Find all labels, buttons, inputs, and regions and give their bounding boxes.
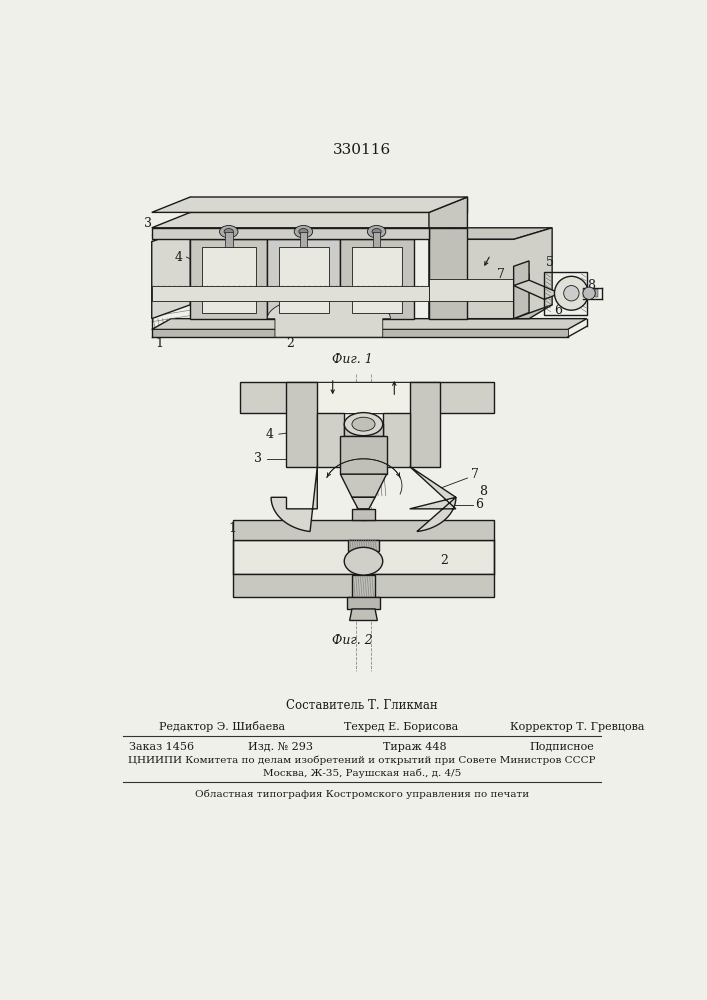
Bar	[586, 289, 588, 297]
Ellipse shape	[299, 229, 308, 235]
Text: 2: 2	[286, 337, 294, 350]
Text: 6: 6	[554, 304, 562, 317]
Bar	[225, 232, 233, 247]
Polygon shape	[267, 239, 340, 319]
Bar	[595, 289, 597, 297]
Ellipse shape	[224, 229, 233, 235]
Bar	[592, 289, 595, 297]
Ellipse shape	[368, 225, 386, 238]
Polygon shape	[152, 212, 467, 228]
Polygon shape	[352, 247, 402, 312]
Ellipse shape	[352, 417, 375, 431]
Polygon shape	[429, 228, 552, 319]
Ellipse shape	[294, 225, 312, 238]
Text: 1: 1	[228, 522, 237, 535]
Polygon shape	[346, 597, 380, 609]
Text: 5: 5	[546, 256, 554, 269]
Polygon shape	[152, 319, 587, 329]
Text: Заказ 1456: Заказ 1456	[129, 742, 194, 752]
Text: 4: 4	[175, 251, 182, 264]
Polygon shape	[152, 197, 467, 212]
Polygon shape	[340, 436, 387, 474]
Text: 6: 6	[475, 498, 483, 512]
Bar	[583, 289, 585, 297]
Polygon shape	[286, 382, 317, 466]
Text: Фиг. 2: Фиг. 2	[332, 634, 373, 647]
Polygon shape	[429, 197, 467, 228]
Text: 3: 3	[254, 452, 262, 465]
Polygon shape	[152, 329, 568, 337]
Polygon shape	[201, 247, 256, 312]
Polygon shape	[352, 497, 375, 509]
Text: Фиг. 1: Фиг. 1	[332, 353, 373, 366]
Bar	[300, 232, 308, 247]
Polygon shape	[340, 474, 387, 497]
Text: 8: 8	[588, 279, 595, 292]
Polygon shape	[350, 609, 378, 620]
Polygon shape	[152, 286, 429, 301]
Polygon shape	[514, 261, 529, 319]
Ellipse shape	[219, 225, 238, 238]
Ellipse shape	[372, 229, 381, 235]
Polygon shape	[317, 413, 344, 466]
Polygon shape	[340, 239, 414, 319]
Polygon shape	[409, 382, 440, 466]
Polygon shape	[429, 228, 467, 319]
Bar	[544, 272, 587, 315]
Text: 7: 7	[471, 468, 479, 481]
Polygon shape	[352, 509, 375, 520]
Ellipse shape	[563, 286, 579, 301]
Polygon shape	[152, 228, 190, 319]
Text: 3: 3	[144, 217, 152, 230]
Text: 330116: 330116	[333, 143, 391, 157]
Polygon shape	[240, 382, 494, 413]
Polygon shape	[152, 228, 429, 239]
Polygon shape	[190, 239, 267, 319]
Polygon shape	[279, 247, 329, 312]
Text: Изд. № 293: Изд. № 293	[248, 742, 313, 752]
Polygon shape	[429, 305, 552, 319]
Polygon shape	[233, 540, 494, 574]
Text: Редактор Э. Шибаева: Редактор Э. Шибаева	[160, 721, 286, 732]
Text: Подписное: Подписное	[529, 742, 594, 752]
Text: Техред Е. Борисова: Техред Е. Борисова	[344, 722, 459, 732]
Text: 4: 4	[266, 428, 274, 441]
Polygon shape	[344, 424, 382, 436]
Text: 7: 7	[496, 267, 505, 280]
Text: Тираж 448: Тираж 448	[382, 742, 446, 752]
Text: Составитель Т. Гликман: Составитель Т. Гликман	[286, 699, 438, 712]
Polygon shape	[271, 466, 317, 532]
Polygon shape	[429, 228, 552, 239]
Bar	[589, 289, 592, 297]
Text: 2: 2	[440, 554, 448, 567]
Polygon shape	[348, 540, 379, 551]
Polygon shape	[352, 575, 375, 597]
Ellipse shape	[583, 287, 595, 299]
Polygon shape	[514, 280, 560, 299]
Text: Корректор Т. Гревцова: Корректор Т. Гревцова	[510, 722, 644, 732]
Polygon shape	[409, 466, 456, 532]
Polygon shape	[286, 382, 440, 413]
Text: 8: 8	[479, 485, 487, 498]
Ellipse shape	[344, 413, 382, 436]
Polygon shape	[233, 520, 494, 540]
Polygon shape	[358, 509, 369, 520]
Text: Москва, Ж-35, Раушская наб., д. 4/5: Москва, Ж-35, Раушская наб., д. 4/5	[263, 768, 461, 778]
Text: ЦНИИПИ Комитета по делам изобретений и открытий при Совете Министров СССР: ЦНИИПИ Комитета по делам изобретений и о…	[128, 756, 596, 765]
Ellipse shape	[554, 276, 588, 310]
Text: 1: 1	[156, 337, 163, 350]
Text: Областная типография Костромского управления по печати: Областная типография Костромского управл…	[195, 790, 529, 799]
Polygon shape	[267, 296, 390, 337]
Bar	[373, 232, 380, 247]
Polygon shape	[233, 574, 494, 597]
Polygon shape	[429, 279, 514, 301]
Polygon shape	[382, 413, 409, 466]
Ellipse shape	[344, 547, 382, 575]
